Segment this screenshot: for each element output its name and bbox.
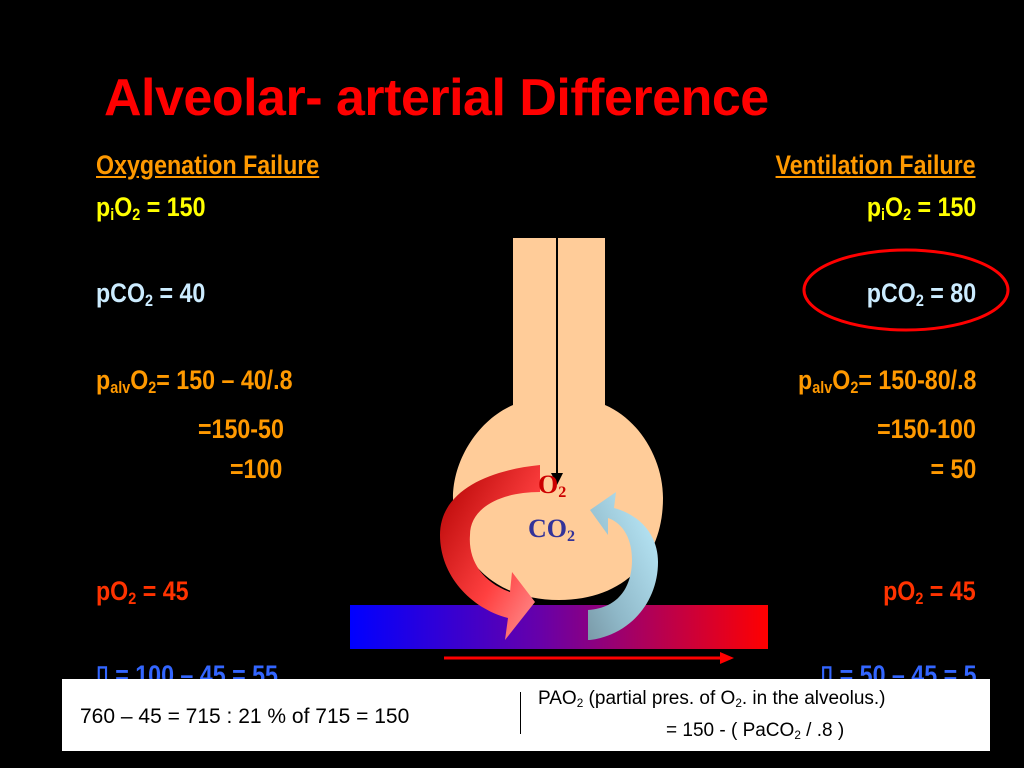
right-pio2: piO2 = 150	[866, 192, 976, 225]
right-palvo2: palvO2= 150-80/.8	[797, 365, 976, 398]
left-palvo2: palvO2= 150 – 40/.8	[96, 365, 293, 398]
note-right-line2: = 150 - ( PaCO2 / .8 )	[666, 720, 845, 742]
blood-flow-arrowhead	[720, 652, 734, 664]
right-po2: pO2 = 45	[883, 576, 976, 609]
airway-arrowhead	[551, 473, 563, 485]
page-title: Alveolar- arterial Difference	[104, 69, 769, 127]
o2-label: O2	[538, 470, 567, 502]
left-step2: =100	[230, 454, 283, 484]
co2-label: CO2	[528, 514, 576, 546]
capillary	[350, 605, 768, 649]
left-po2: pO2 = 45	[96, 576, 189, 609]
left-step1: =150-50	[198, 414, 284, 444]
left-pco2: pCO2 = 40	[96, 278, 206, 311]
right-step2: = 50	[930, 454, 976, 484]
left-header: Oxygenation Failure	[96, 150, 320, 180]
left-pio2: piO2 = 150	[96, 192, 206, 225]
right-header: Ventilation Failure	[776, 150, 976, 180]
co2-diffusion-arrow	[588, 492, 658, 640]
alveolus-diagram	[350, 238, 768, 664]
note-left-text: 760 – 45 = 715 : 21 % of 715 = 150	[80, 705, 410, 728]
highlight-ellipse	[802, 248, 1010, 332]
note-divider	[520, 692, 521, 734]
formula-note-box	[62, 679, 990, 751]
o2-diffusion-arrow	[440, 465, 540, 640]
note-right-line1: PAO2 (partial pres. of O2. in the alveol…	[538, 688, 886, 710]
right-step1: =150-100	[877, 414, 976, 444]
right-pco2: pCO2 = 80	[866, 278, 976, 311]
